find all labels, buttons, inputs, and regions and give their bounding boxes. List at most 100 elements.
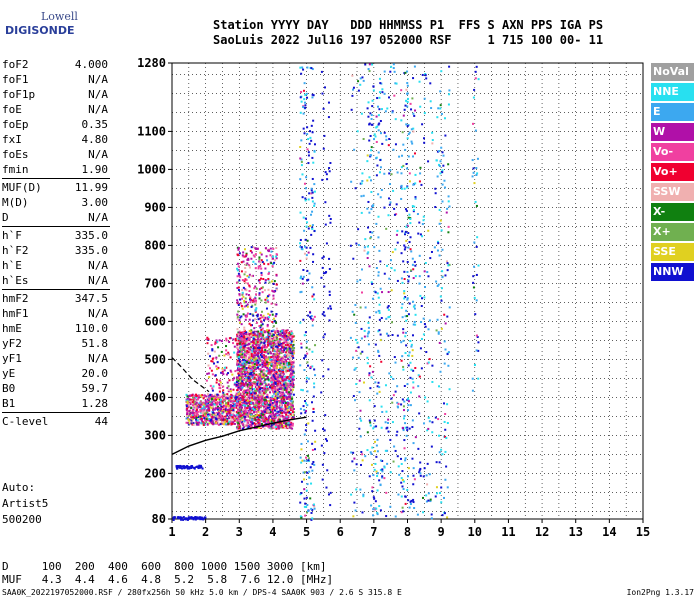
echo-point bbox=[195, 516, 198, 519]
echo-point bbox=[410, 343, 413, 346]
echo-point bbox=[262, 372, 265, 375]
echo-point bbox=[305, 505, 308, 508]
echo-point bbox=[310, 192, 313, 195]
echo-point bbox=[253, 327, 256, 330]
echo-point bbox=[403, 187, 406, 190]
echo-point bbox=[264, 421, 267, 424]
echo-point bbox=[224, 420, 227, 423]
echo-point bbox=[249, 411, 252, 414]
echo-point bbox=[292, 393, 295, 396]
echo-point bbox=[248, 373, 251, 376]
echo-point bbox=[414, 264, 417, 267]
echo-point bbox=[249, 324, 252, 327]
echo-point bbox=[310, 507, 313, 510]
echo-point bbox=[265, 378, 268, 381]
echo-point bbox=[273, 363, 276, 366]
echo-point bbox=[273, 409, 276, 412]
echo-point bbox=[280, 396, 283, 399]
echo-point bbox=[211, 410, 214, 413]
echo-point bbox=[226, 414, 229, 417]
echo-point bbox=[377, 381, 380, 384]
echo-point bbox=[246, 421, 249, 424]
echo-point bbox=[271, 388, 274, 391]
echo-point bbox=[261, 316, 264, 319]
echo-point bbox=[303, 132, 306, 135]
echo-point bbox=[211, 373, 214, 376]
echo-point bbox=[252, 408, 255, 411]
echo-point bbox=[405, 239, 408, 242]
echo-point bbox=[265, 255, 268, 258]
echo-point bbox=[364, 63, 367, 66]
echo-point bbox=[312, 94, 315, 97]
echo-point bbox=[261, 389, 264, 392]
echo-point bbox=[242, 398, 245, 401]
echo-point bbox=[255, 412, 258, 415]
echo-point bbox=[309, 367, 312, 370]
echo-point bbox=[255, 299, 258, 302]
echo-point bbox=[272, 404, 275, 407]
echo-point bbox=[436, 175, 439, 178]
echo-point bbox=[202, 394, 205, 397]
echo-point bbox=[257, 368, 260, 371]
echo-point bbox=[243, 326, 246, 329]
echo-point bbox=[210, 369, 213, 372]
echo-point bbox=[306, 390, 309, 393]
echo-point bbox=[357, 228, 360, 231]
echo-point bbox=[279, 344, 282, 347]
echo-point bbox=[284, 425, 287, 428]
echo-point bbox=[367, 331, 370, 334]
echo-point bbox=[243, 424, 246, 427]
echo-point bbox=[251, 304, 254, 307]
echo-point bbox=[263, 415, 266, 418]
echo-point bbox=[259, 265, 262, 268]
echo-point bbox=[258, 332, 261, 335]
echo-point bbox=[201, 407, 204, 410]
echo-point bbox=[253, 356, 256, 359]
echo-point bbox=[359, 83, 362, 86]
echo-point bbox=[279, 337, 282, 340]
echo-point bbox=[260, 409, 263, 412]
echo-point bbox=[284, 386, 287, 389]
echo-point bbox=[242, 295, 245, 298]
echo-point bbox=[225, 408, 228, 411]
echo-point bbox=[257, 407, 260, 410]
echo-point bbox=[284, 403, 287, 406]
echo-point bbox=[282, 361, 285, 364]
echo-point bbox=[238, 319, 241, 322]
echo-point bbox=[225, 349, 228, 352]
echo-point bbox=[186, 395, 189, 398]
echo-point bbox=[308, 470, 311, 473]
echo-point bbox=[395, 213, 398, 216]
echo-point bbox=[270, 413, 273, 416]
echo-point bbox=[282, 358, 285, 361]
echo-point bbox=[396, 334, 399, 337]
echo-point bbox=[446, 403, 449, 406]
echo-point bbox=[423, 141, 426, 144]
echo-point bbox=[424, 72, 427, 75]
echo-point bbox=[262, 357, 265, 360]
echo-point bbox=[254, 406, 257, 409]
echo-point bbox=[212, 405, 215, 408]
echo-point bbox=[414, 173, 417, 176]
echo-point bbox=[285, 416, 288, 419]
echo-point bbox=[253, 347, 256, 350]
echo-point bbox=[259, 384, 262, 387]
echo-point bbox=[224, 408, 227, 411]
echo-point bbox=[288, 369, 291, 372]
echo-point bbox=[247, 276, 250, 279]
echo-point bbox=[244, 382, 247, 385]
echo-point bbox=[373, 468, 376, 471]
echo-point bbox=[390, 375, 393, 378]
echo-point bbox=[248, 294, 251, 297]
echo-point bbox=[263, 372, 266, 375]
echo-point bbox=[378, 108, 381, 111]
echo-point bbox=[244, 359, 247, 362]
echo-point bbox=[242, 363, 245, 366]
echo-point bbox=[438, 208, 441, 211]
echo-point bbox=[402, 331, 405, 334]
echo-point bbox=[245, 371, 248, 374]
echo-point bbox=[195, 396, 198, 399]
echo-point bbox=[276, 354, 279, 357]
x-tick-label: 11 bbox=[501, 525, 515, 539]
echo-point bbox=[284, 417, 287, 420]
